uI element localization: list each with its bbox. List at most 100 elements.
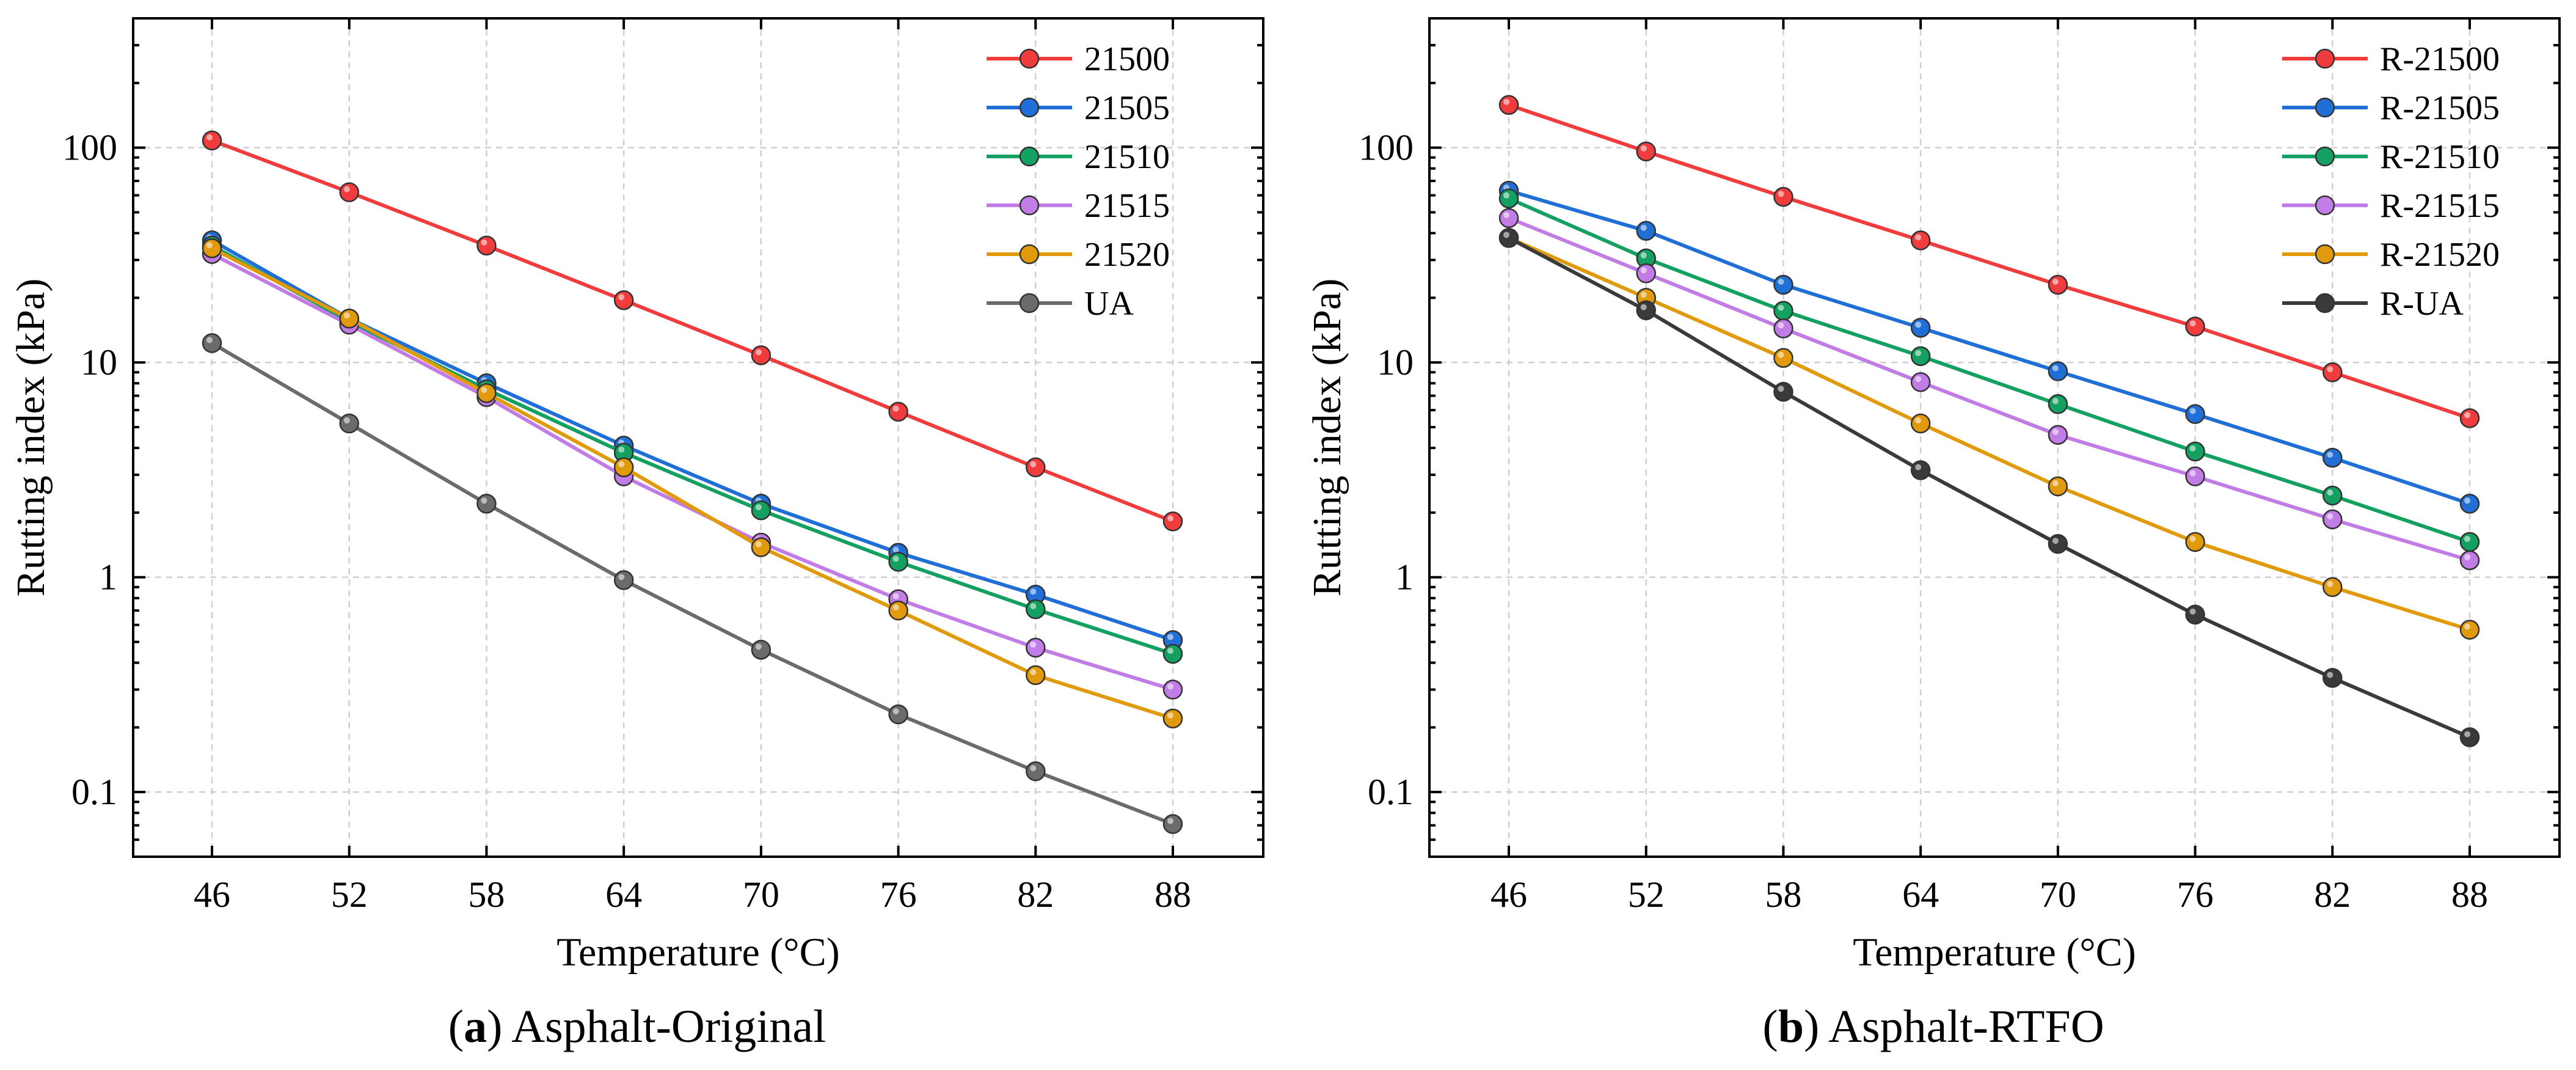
data-point-r-ua: [1773, 381, 1793, 402]
data-point-highlight: [2189, 535, 2196, 542]
legend-marker: [1019, 293, 1040, 313]
data-point-highlight: [2327, 581, 2333, 587]
data-point-r-21510: [1773, 301, 1793, 321]
caption-paren-close: ): [1804, 1001, 1828, 1052]
legend-marker: [2315, 244, 2335, 265]
data-point-highlight: [481, 387, 487, 394]
data-point-highlight: [1503, 192, 1509, 199]
data-point-ua: [751, 639, 772, 660]
data-point-21500: [1162, 511, 1183, 532]
legend-marker: [1019, 48, 1040, 69]
panel-caption: (a) Asphalt-Original: [448, 1001, 826, 1052]
data-point-highlight: [1030, 588, 1037, 595]
data-point-highlight: [618, 446, 625, 453]
data-point-r-21515: [2322, 509, 2343, 530]
data-point-r-21510: [1910, 346, 1931, 367]
data-point-highlight: [892, 593, 899, 599]
data-point-highlight: [1640, 304, 1647, 310]
data-point-21520: [1026, 665, 1046, 686]
series-line-21520: [211, 246, 1173, 720]
data-point-highlight: [1167, 712, 1173, 719]
y-tick-label: 0.1: [1368, 772, 1414, 812]
data-point-highlight: [1167, 818, 1173, 824]
series-line-21515: [211, 252, 1173, 692]
legend-marker: [1019, 97, 1040, 118]
series-line-21500: [211, 139, 1174, 524]
data-point-r-21520: [2459, 620, 2480, 640]
caption-title: Asphalt-Original: [511, 1001, 826, 1052]
y-axis-label: Rutting index (kPa): [9, 279, 53, 597]
data-point-highlight: [755, 504, 762, 511]
data-point-highlight: [481, 497, 487, 504]
series-line-r-ua: [1508, 236, 2471, 739]
data-point-highlight: [343, 312, 350, 319]
legend: R-21500 R-21505 R-21510 R-21515 R-21520 R-UA: [2282, 40, 2500, 323]
legend-label: 21520: [1084, 236, 1170, 274]
data-point-r-21505: [2322, 447, 2343, 468]
data-point-highlight: [1915, 464, 1922, 471]
data-point-21500: [1026, 457, 1046, 477]
legend-label: 21510: [1084, 138, 1170, 176]
data-point-21500: [476, 235, 497, 256]
data-point-highlight: [1778, 304, 1784, 311]
data-point-r-ua: [1636, 300, 1656, 320]
series-line-r-21500: [1508, 103, 2470, 420]
legend-label: R-21520: [2380, 236, 2500, 274]
data-point-r-21500: [1773, 186, 1793, 207]
data-point-r-21520: [1773, 348, 1793, 368]
panel-b-asphalt-rtfo: 46 52 58 64 70 76 82 88 0.1 1 10 100 Temperature (°C…: [1305, 17, 2561, 1052]
legend-label: 21500: [1084, 40, 1170, 78]
data-point-r-21510: [2048, 394, 2068, 414]
data-point-highlight: [481, 239, 487, 246]
data-point-highlight: [2052, 480, 2059, 486]
data-point-r-21500: [2185, 317, 2205, 337]
data-point-highlight: [618, 461, 625, 467]
data-point-ua: [888, 704, 908, 725]
data-point-highlight: [1640, 291, 1647, 298]
data-point-highlight: [1915, 417, 1922, 423]
data-point-21520: [476, 383, 497, 403]
data-point-highlight: [1167, 515, 1173, 522]
data-point-21520: [751, 537, 772, 557]
data-point-highlight: [1030, 603, 1037, 609]
data-point-21520: [888, 600, 908, 621]
legend-label: R-21510: [2380, 138, 2500, 176]
data-point-21500: [751, 345, 772, 365]
data-point-r-ua: [2322, 668, 2343, 688]
y-tick-label: 100: [1359, 128, 1414, 168]
data-point-highlight: [618, 574, 625, 581]
x-tick-label: 64: [605, 874, 642, 915]
x-tick-label: 82: [1017, 874, 1054, 915]
x-tick-label: 70: [2040, 874, 2076, 915]
data-point-ua: [476, 494, 497, 514]
x-axis-label: Temperature (°C): [1853, 930, 2136, 975]
data-point-ua: [1162, 814, 1183, 834]
data-point-r-21505: [1636, 221, 1656, 241]
data-point-r-21515: [2185, 466, 2205, 486]
caption-paren-open: (: [1762, 1001, 1778, 1052]
legend-label: R-UA: [2380, 285, 2464, 323]
data-point-highlight: [206, 134, 213, 141]
data-point-highlight: [618, 294, 625, 301]
data-point-highlight: [1915, 350, 1922, 356]
data-point-highlight: [1778, 278, 1784, 285]
series-line-r-21515: [1508, 216, 2470, 562]
data-point-r-21500: [1910, 230, 1931, 251]
legend-label: 21505: [1084, 89, 1170, 127]
data-point-highlight: [2052, 365, 2059, 372]
data-point-highlight: [343, 417, 350, 423]
data-point-highlight: [2327, 452, 2333, 458]
data-point-r-21515: [2459, 550, 2480, 571]
caption-title: Asphalt-RTFO: [1828, 1001, 2104, 1052]
x-tick-label: 88: [1155, 874, 1191, 915]
x-tick-label: 52: [1628, 874, 1665, 915]
data-point-highlight: [755, 541, 762, 548]
data-point-r-21520: [2185, 532, 2205, 552]
x-tick-label: 46: [1491, 874, 1527, 915]
data-point-r-21500: [2322, 362, 2343, 383]
data-point-highlight: [2052, 278, 2059, 285]
y-tick-label: 0.1: [71, 772, 117, 812]
x-tick-label: 76: [2177, 874, 2214, 915]
x-tick-label: 88: [2451, 874, 2488, 915]
